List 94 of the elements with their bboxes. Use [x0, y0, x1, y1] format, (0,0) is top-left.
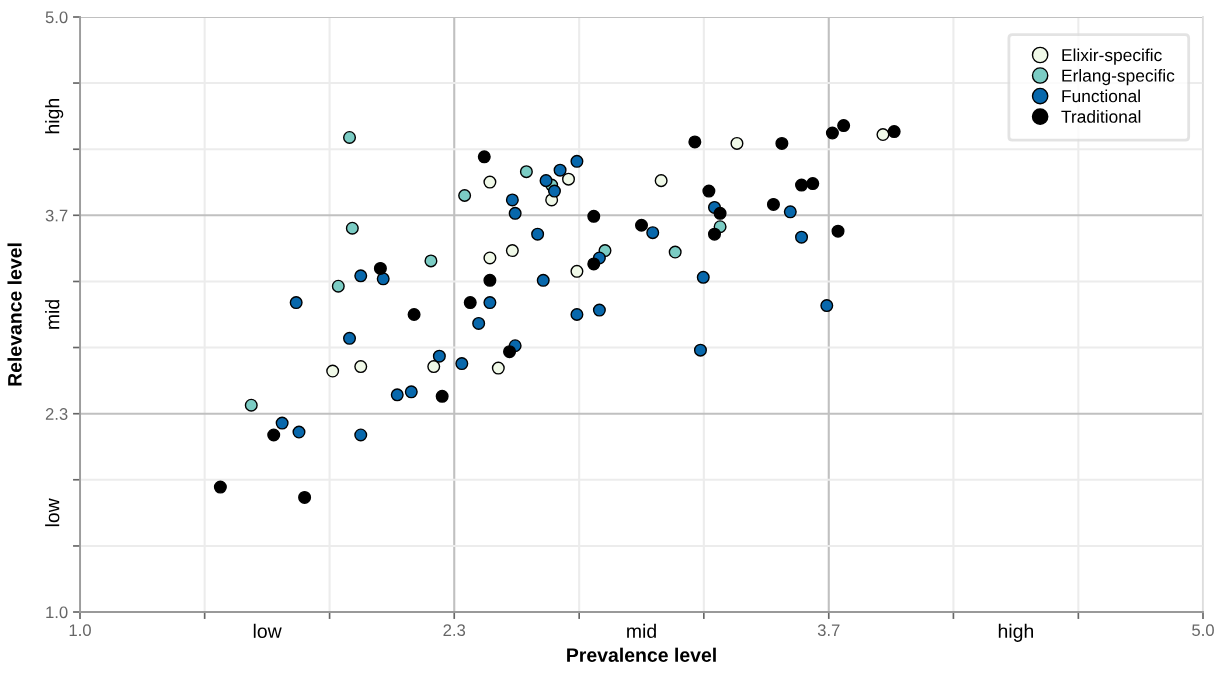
x-tick-label: 1.0 — [69, 624, 91, 637]
point — [536, 273, 550, 287]
point — [435, 389, 449, 403]
text: mid — [45, 300, 60, 329]
point — [508, 206, 522, 220]
y-axis-title: Relevance level — [7, 243, 22, 386]
x-tick-label: 5.0 — [1192, 624, 1214, 637]
text: high — [998, 623, 1033, 642]
point — [795, 178, 809, 192]
point — [688, 135, 702, 149]
point — [432, 349, 446, 363]
point — [634, 218, 649, 232]
point — [766, 197, 780, 211]
y-tick-label: 5.0 — [45, 11, 68, 24]
point — [820, 299, 834, 313]
point — [570, 264, 584, 278]
point — [483, 175, 497, 189]
point — [570, 307, 584, 322]
point — [491, 361, 505, 375]
point — [730, 136, 744, 150]
point — [404, 385, 418, 399]
point — [531, 227, 545, 241]
point — [539, 174, 553, 188]
point — [654, 174, 668, 188]
point — [503, 345, 517, 359]
point — [244, 398, 258, 412]
point — [331, 279, 345, 293]
point — [376, 272, 390, 286]
point — [483, 273, 497, 287]
point — [592, 303, 606, 317]
point — [702, 184, 716, 198]
text: low — [253, 623, 282, 639]
y-tick-label: 1.0 — [46, 606, 68, 619]
point — [390, 388, 404, 402]
text: high — [45, 99, 64, 134]
point — [795, 230, 809, 244]
point — [354, 269, 368, 283]
text: low — [45, 498, 60, 527]
point — [427, 360, 441, 374]
point — [562, 172, 576, 186]
point — [326, 364, 340, 378]
legend-label: Elixir-specific — [1062, 48, 1162, 65]
point — [707, 227, 721, 241]
point — [713, 206, 727, 220]
point — [275, 416, 289, 430]
point — [373, 261, 387, 275]
point — [267, 428, 281, 442]
point — [298, 490, 312, 504]
point — [463, 296, 477, 310]
y-tick-label: 2.3 — [45, 408, 68, 420]
x-axis-title: Prevalence level — [567, 647, 716, 662]
legend-label: Erlang-specific — [1062, 69, 1175, 86]
point — [587, 209, 601, 223]
point — [783, 205, 797, 219]
point — [213, 480, 227, 494]
point — [570, 154, 584, 168]
point — [831, 224, 845, 238]
point — [345, 221, 359, 235]
point — [887, 125, 901, 139]
point — [646, 226, 660, 240]
point — [806, 177, 820, 191]
point — [519, 165, 533, 179]
text: mid — [627, 623, 656, 639]
legend-label: Traditional — [1061, 110, 1141, 123]
point — [483, 251, 497, 265]
point — [547, 184, 561, 198]
point — [424, 254, 438, 268]
point — [483, 296, 497, 310]
point — [775, 136, 789, 150]
point — [553, 163, 567, 177]
point — [354, 360, 368, 374]
point — [458, 188, 472, 203]
x-tick-label: 2.3 — [443, 624, 466, 637]
point — [289, 296, 303, 310]
point — [696, 270, 710, 284]
point — [407, 307, 421, 322]
y-tick-label: 3.7 — [45, 209, 68, 222]
point — [477, 150, 491, 164]
legend-label: Functional — [1062, 89, 1140, 103]
point — [837, 119, 851, 133]
point — [292, 425, 306, 439]
point — [343, 331, 357, 345]
point — [668, 245, 682, 259]
point — [876, 128, 890, 142]
point — [343, 130, 357, 144]
point — [505, 193, 519, 207]
point — [472, 316, 486, 330]
point — [587, 257, 601, 271]
x-tick-label: 3.7 — [817, 624, 840, 637]
point — [354, 428, 368, 442]
point — [693, 343, 707, 357]
point — [455, 357, 469, 371]
point — [825, 126, 839, 140]
point — [505, 244, 519, 258]
